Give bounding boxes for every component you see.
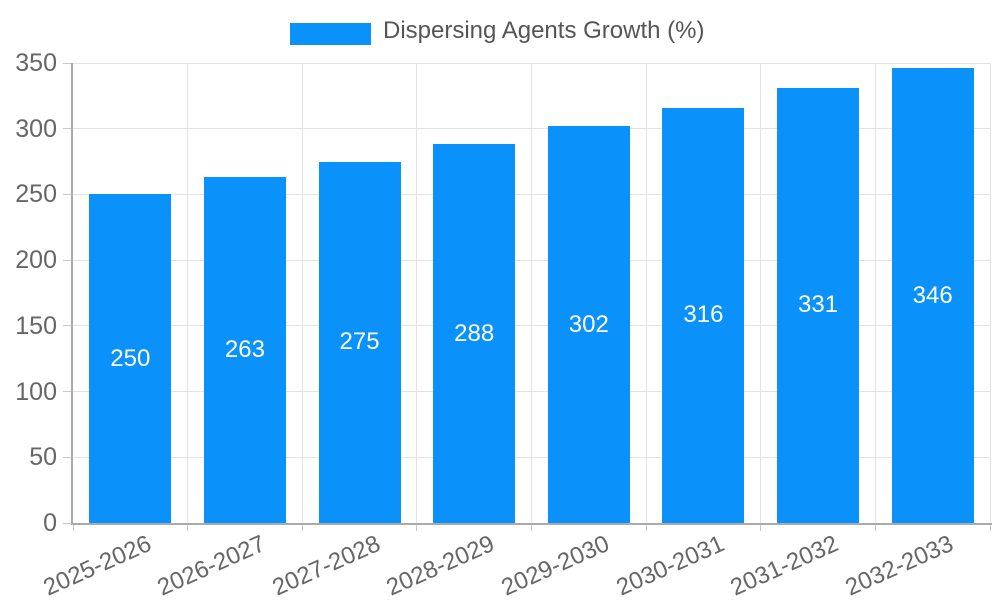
bar-2028-2029[interactable]: 288 <box>433 144 516 523</box>
x-axis-category-label: 2031-2032 <box>726 530 843 600</box>
x-gridline <box>187 63 189 523</box>
x-gridline <box>760 63 762 523</box>
y-axis-tick <box>63 193 73 195</box>
x-axis-tick <box>645 523 647 531</box>
y-axis-tick-label: 350 <box>15 49 57 77</box>
y-axis-tick-label: 50 <box>29 443 57 472</box>
x-gridline <box>645 63 647 523</box>
y-axis-tick <box>63 259 73 261</box>
x-axis-tick <box>416 523 418 531</box>
x-axis-tick <box>760 523 762 531</box>
y-axis-tick <box>63 128 73 130</box>
bar-value-label: 331 <box>798 291 839 319</box>
x-axis-tick <box>72 523 74 531</box>
x-axis-category-label: 2028-2029 <box>382 530 499 600</box>
y-axis-tick <box>63 522 73 524</box>
legend-swatch <box>290 23 371 45</box>
y-axis-tick <box>63 456 73 458</box>
y-axis-tick-label: 250 <box>15 180 57 209</box>
x-gridline <box>989 63 991 523</box>
bar-value-label: 302 <box>568 310 609 338</box>
y-axis-tick-label: 150 <box>15 311 57 340</box>
y-axis-line <box>71 63 73 525</box>
bar-value-label: 263 <box>224 336 265 364</box>
y-axis-tick-label: 300 <box>15 114 57 143</box>
y-axis-tick <box>63 391 73 393</box>
bar-value-label: 316 <box>683 301 724 329</box>
bar-2027-2028[interactable]: 275 <box>318 161 401 523</box>
y-axis-tick <box>63 325 73 327</box>
bar-2031-2032[interactable]: 331 <box>777 87 860 523</box>
x-axis-category-label: 2030-2031 <box>612 530 729 600</box>
y-axis-tick-label: 200 <box>15 246 57 275</box>
x-axis-category-label: 2032-2033 <box>841 530 958 600</box>
bar-2032-2033[interactable]: 346 <box>891 68 974 523</box>
bar-2026-2027[interactable]: 263 <box>203 177 286 523</box>
legend[interactable]: Dispersing Agents Growth (%) <box>0 0 1000 50</box>
x-axis-tick <box>301 523 303 531</box>
bar-2025-2026[interactable]: 250 <box>89 194 172 523</box>
y-axis-tick-label: 100 <box>15 377 57 406</box>
x-axis-category-label: 2026-2027 <box>153 530 270 600</box>
y-axis-tick <box>63 62 73 64</box>
x-axis-category-label: 2029-2030 <box>497 530 614 600</box>
bar-value-label: 250 <box>110 344 151 372</box>
bar-value-label: 288 <box>454 319 495 347</box>
x-axis-tick <box>187 523 189 531</box>
x-gridline <box>416 63 418 523</box>
x-axis-tick <box>531 523 532 531</box>
x-axis-tick <box>874 523 876 531</box>
bar-2030-2031[interactable]: 316 <box>662 107 745 523</box>
bar-2029-2030[interactable]: 302 <box>547 126 630 523</box>
bar-value-label: 275 <box>339 328 380 356</box>
bar-value-label: 346 <box>912 281 953 309</box>
x-axis-line <box>71 523 992 525</box>
x-gridline <box>531 63 532 523</box>
x-axis-category-label: 2027-2028 <box>268 530 385 600</box>
x-axis-tick <box>989 523 991 531</box>
x-gridline <box>874 63 876 523</box>
legend-label: Dispersing Agents Growth (%) <box>383 17 705 44</box>
y-axis-tick-label: 0 <box>43 509 57 537</box>
x-axis-category-label: 2025-2026 <box>39 530 155 600</box>
x-gridline <box>301 63 303 523</box>
